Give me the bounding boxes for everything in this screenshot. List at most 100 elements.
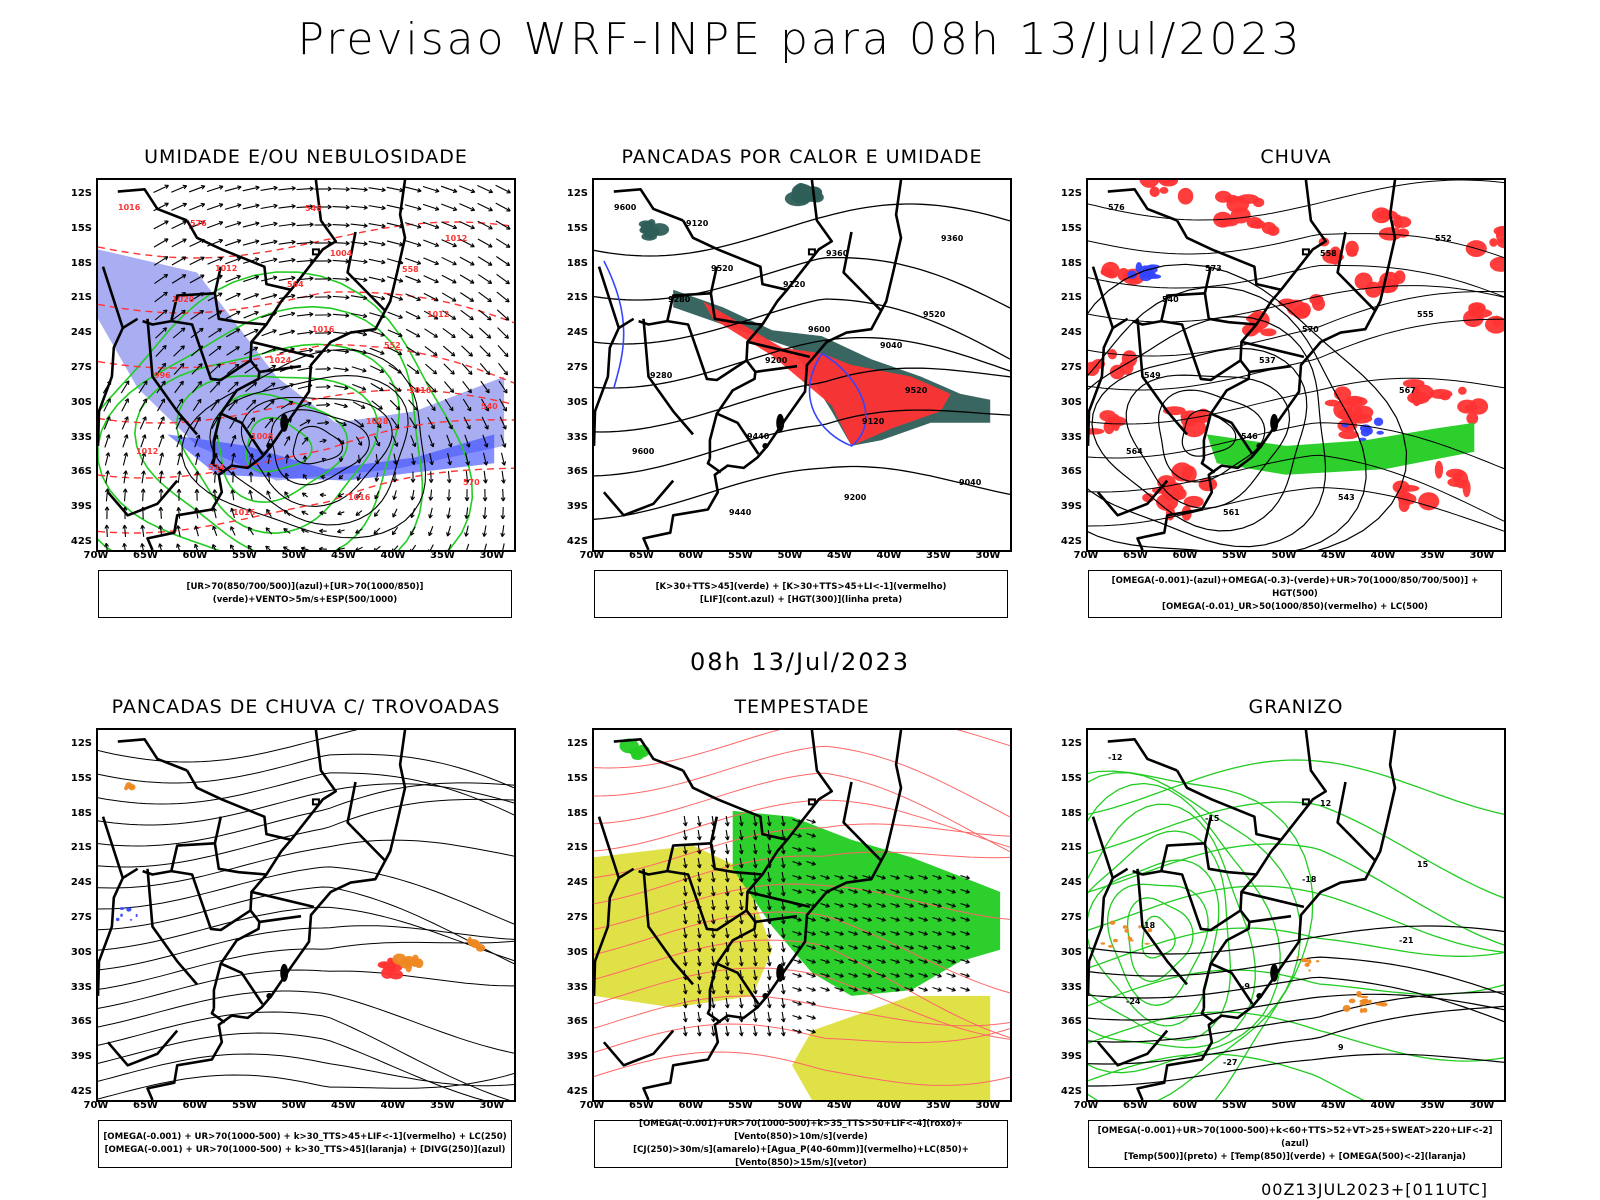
lat-tick-label: 27S: [70, 912, 92, 923]
contour-label: 9200: [765, 356, 788, 365]
legend-line: [OMEGA(-0.001)+UR>70(1000-500)+k>35_TTS>…: [639, 1119, 963, 1142]
contour-label: 9120: [783, 280, 806, 289]
rain-omega-blue-fill: [1341, 417, 1384, 441]
coastline-and-borders: [98, 730, 407, 1100]
contour-label: 540: [481, 402, 498, 411]
lat-tick-label: 33S: [70, 981, 92, 993]
coastline-and-borders: [98, 180, 407, 550]
lat-tick-label: 42S: [1060, 536, 1082, 547]
humidity-core-fill: [167, 434, 495, 481]
rain-omega-red-fill: [1402, 379, 1453, 407]
lon-tick-label: 50W: [281, 1100, 307, 1111]
contour-label: -21: [1399, 936, 1414, 945]
hgt-500-contours: [1088, 263, 1408, 550]
lon-tick-label: 60W: [182, 550, 208, 561]
contour-label: 546: [1241, 432, 1258, 441]
omega-500-orange-fill: [1296, 956, 1320, 972]
contour-label: 573: [1205, 264, 1222, 273]
omega-500-orange-fill: [1342, 990, 1388, 1014]
lon-tick-label: 35W: [926, 550, 951, 561]
lon-tick-label: 30W: [479, 1100, 505, 1111]
map-plot-umidade: 1016 1012 1016 1016 1012 1016 1004 1012 996 1008 1…: [98, 180, 514, 550]
lat-tick-label: 12S: [1060, 738, 1082, 749]
map-plot-pancadas: 9600 9520 9600 9520 9600 9440 9360 9520 9280 9440…: [594, 180, 1010, 550]
map-plot-tempestade: [594, 730, 1010, 1100]
lat-tick-label: 36S: [70, 1016, 92, 1028]
contour-label: 18: [1144, 921, 1156, 930]
lat-tick-label: 42S: [70, 536, 92, 547]
lat-tick-label: 33S: [1060, 981, 1082, 993]
lat-tick-label: 21S: [566, 292, 588, 304]
contour-label: 9520: [711, 264, 734, 273]
contour-label: 561: [1223, 508, 1240, 517]
lat-tick-label: 42S: [70, 1086, 92, 1097]
contour-label: -24: [1126, 997, 1141, 1006]
rain-omega-red-fill: [1139, 180, 1194, 205]
lat-tick-label: 18S: [1060, 257, 1082, 269]
legend-box-granizo: [OMEGA(-0.001)+UR>70(1000-500)+k<60+TTS>…: [1088, 1120, 1502, 1168]
lon-tick-label: 40W: [380, 550, 406, 561]
lat-tick-label: 30S: [566, 946, 588, 958]
legend-line: [OMEGA(-0.01)_UR>50(1000/850)(vermelho) …: [1162, 601, 1428, 612]
lat-tick-label: 27S: [566, 362, 588, 373]
instability-fill-north: [784, 183, 824, 207]
wind-850-green-fill: [619, 738, 650, 761]
lat-tick-label: 24S: [1060, 327, 1082, 339]
lon-tick-label: 65W: [1123, 1100, 1148, 1111]
contour-label: 576: [190, 219, 207, 228]
lon-tick-label: 45W: [1321, 1100, 1346, 1111]
lon-tick-label: 55W: [232, 1100, 257, 1111]
lat-tick-label: 18S: [566, 257, 588, 269]
panel-title-chuva: CHUVA: [1260, 146, 1332, 168]
lat-tick-label: 18S: [1060, 807, 1082, 819]
lat-tick-label: 33S: [1060, 431, 1082, 443]
map-panel-tempestade: [592, 728, 1012, 1102]
contour-label: 543: [1338, 493, 1355, 502]
k-tts-li-red-fill: [703, 301, 951, 446]
legend-line: [OMEGA(-0.001) + UR>70(1000-500) + k>30_…: [103, 1132, 507, 1142]
lon-tick-label: 30W: [975, 550, 1001, 561]
lon-tick-label: 45W: [827, 550, 852, 561]
rain-omega-red-fill: [1392, 480, 1440, 513]
lon-tick-label: 55W: [728, 550, 753, 561]
contour-label: -9: [1241, 982, 1250, 991]
lon-tick-label: 55W: [1222, 550, 1247, 561]
lon-tick-label: 50W: [281, 550, 307, 561]
lon-tick-label: 45W: [331, 1100, 356, 1111]
lon-tick-label: 65W: [629, 1100, 654, 1111]
contour-label: 9200: [844, 493, 867, 502]
lat-tick-label: 30S: [1060, 946, 1082, 958]
lat-tick-label: 39S: [566, 501, 588, 513]
lon-tick-label: 55W: [232, 550, 257, 561]
lon-tick-label: 60W: [678, 550, 704, 561]
contour-label: 9: [1338, 1043, 1344, 1052]
panel-title-pancadas: PANCADAS POR CALOR E UMIDADE: [621, 146, 983, 168]
contour-label: 534: [208, 463, 225, 472]
lat-tick-label: 15S: [566, 772, 588, 784]
lon-tick-label: 55W: [728, 1100, 753, 1111]
lif-blue-contours: [603, 260, 867, 447]
contour-label: 1028: [366, 417, 389, 426]
wind-vectors: [102, 184, 511, 550]
panel-title-granizo: GRANIZO: [1248, 696, 1344, 718]
temp-850-green-contours: [1088, 759, 1504, 1100]
lat-tick-label: 27S: [1060, 912, 1082, 923]
lon-tick-label: 30W: [975, 1100, 1001, 1111]
lat-tick-label: 36S: [1060, 466, 1082, 478]
lat-tick-label: 36S: [566, 1016, 588, 1028]
contour-label: 996: [154, 371, 171, 380]
lon-tick-label: 50W: [777, 550, 803, 561]
contour-label: 9360: [826, 249, 849, 258]
legend-line: [OMEGA(-0.001)-(azul)+OMEGA(-0.3)-(verde…: [1111, 575, 1479, 599]
contour-label: -27: [1223, 1058, 1237, 1067]
contour-label: 9280: [650, 371, 673, 380]
map-plot-chuva: 576 573 570 567 564 561 558 555 549 546 543 552 540 5…: [1088, 180, 1504, 550]
omega-500-orange-fill: [1100, 920, 1153, 948]
lon-tick-label: 70W: [83, 1100, 109, 1111]
contour-labels: 576 573 570 567 564 561 558 555 549 546 543 552 540 5…: [1108, 203, 1452, 517]
lat-tick-label: 36S: [1060, 1016, 1082, 1028]
temp-500-black-contours: [1088, 925, 1504, 1087]
lon-tick-label: 65W: [1123, 550, 1148, 561]
lat-tick-label: 33S: [70, 431, 92, 443]
wind-850-vectors: [682, 815, 970, 1037]
